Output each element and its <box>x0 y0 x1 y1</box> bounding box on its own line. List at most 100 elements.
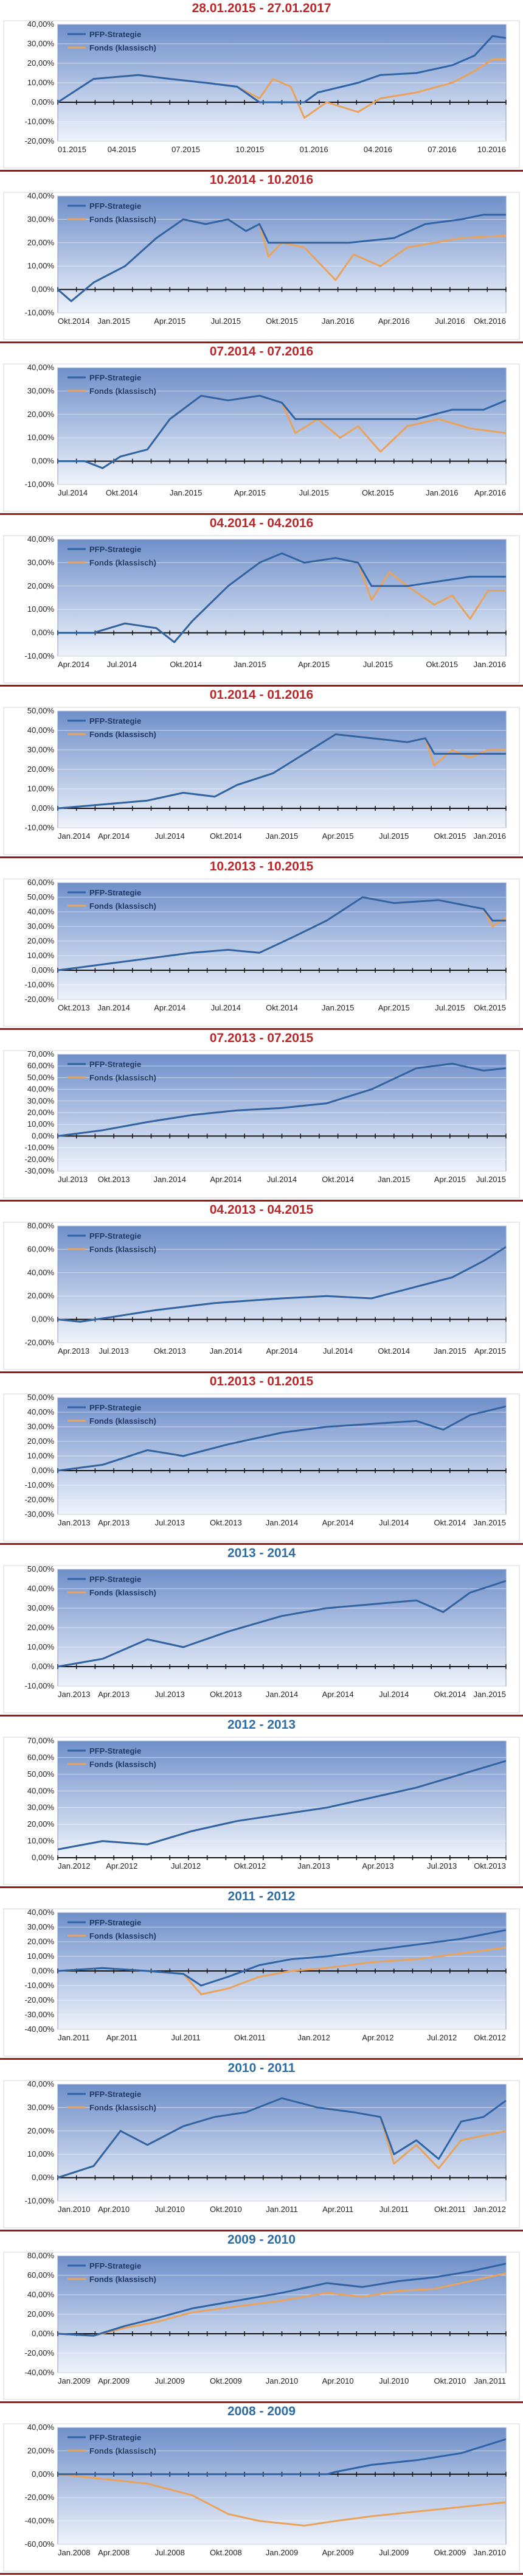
x-tick-label: Jan.2011 <box>58 2033 90 2042</box>
legend-label: PFP-Strategie <box>89 30 141 39</box>
x-tick-label: Jan.2016 <box>474 660 507 669</box>
y-tick-label: 0,00% <box>32 2173 54 2182</box>
y-tick-label: 0,00% <box>32 285 54 294</box>
x-tick-label: Okt.2012 <box>474 2033 506 2042</box>
x-tick-label: Apr.2013 <box>58 1346 89 1356</box>
y-tick-label: 10,00% <box>27 1119 55 1129</box>
y-tick-label: 20,00% <box>27 1291 55 1300</box>
chart-panel: 40,00% 30,00% 20,00% 10,00% 0,00% -10,00% -20,… <box>0 1888 523 2060</box>
x-tick-label: Jul.2013 <box>58 1175 88 1184</box>
y-tick-label: 10,00% <box>27 2149 55 2158</box>
x-tick-label: 07.2015 <box>171 145 200 154</box>
x-tick-label: Jan.2013 <box>58 1690 91 1699</box>
chart-panel: 40,00% 30,00% 20,00% 10,00% 0,00% -10,00% Jul.… <box>0 343 523 515</box>
y-tick-label: 30,00% <box>27 1603 55 1612</box>
x-tick-label: Jan.2014 <box>154 1175 187 1184</box>
y-tick-label: 30,00% <box>27 558 55 567</box>
chart-panel: 70,00% 60,00% 50,00% 40,00% 30,00% 20,00% 10,0… <box>0 1030 523 1202</box>
y-tick-label: 40,00% <box>27 2079 55 2088</box>
chart-panel: 50,00% 40,00% 30,00% 20,00% 10,00% 0,00% -10,0… <box>0 1373 523 1545</box>
y-tick-label: 40,00% <box>27 1908 55 1917</box>
x-tick-label: Apr.2015 <box>298 660 330 669</box>
y-tick-label: 0,00% <box>32 1131 54 1140</box>
x-tick-label: Jul.2016 <box>435 317 465 326</box>
x-tick-label: Jul.2014 <box>58 488 88 497</box>
x-tick-label: Apr.2016 <box>474 488 506 497</box>
y-tick-label: 30,00% <box>27 1803 55 1812</box>
x-tick-label: 07.2016 <box>428 145 456 154</box>
plot-area <box>57 2427 507 2545</box>
y-tick-label: 40,00% <box>27 1085 55 1094</box>
legend-label: Fonds (klassisch) <box>89 1760 156 1769</box>
x-tick-label: Okt.2015 <box>426 660 458 669</box>
legend-label: Fonds (klassisch) <box>89 215 156 224</box>
x-tick-label: Jul.2011 <box>379 2205 409 2214</box>
section-divider <box>0 170 523 172</box>
x-tick-label: 01.2015 <box>58 145 86 154</box>
y-tick-label: -10,00% <box>25 1681 55 1690</box>
chart-title: 2010 - 2011 <box>227 2061 296 2075</box>
x-tick-label: Jan.2015 <box>97 317 130 326</box>
x-tick-label: Jan.2015 <box>474 1518 507 1527</box>
x-tick-label: Jan.2009 <box>266 2548 299 2557</box>
x-tick-label: Apr.2015 <box>322 831 354 841</box>
x-tick-label: Okt.2016 <box>474 317 506 326</box>
chart-title: 04.2014 - 04.2016 <box>209 516 314 530</box>
y-tick-label: -10,00% <box>25 308 55 317</box>
y-tick-label: -30,00% <box>25 2010 55 2019</box>
y-tick-label: 50,00% <box>27 892 55 901</box>
y-tick-label: 30,00% <box>27 386 55 395</box>
x-tick-label: Apr.2014 <box>58 660 89 669</box>
legend-label: Fonds (klassisch) <box>89 1588 156 1597</box>
x-tick-label: Okt.2014 <box>378 1346 410 1356</box>
y-tick-label: -10,00% <box>25 651 55 660</box>
line-chart: 70,00% 60,00% 50,00% 40,00% 30,00% 20,00% 10,0… <box>3 1049 520 1199</box>
x-tick-label: Okt.2015 <box>474 1003 506 1012</box>
x-tick-label: Apr.2010 <box>322 2376 354 2385</box>
line-chart: 40,00%30,00%20,00%10,00%0,00%-10,00%Jan.… <box>3 2079 520 2228</box>
x-tick-label: Jan.2008 <box>58 2548 91 2557</box>
x-tick-label: Okt.2014 <box>58 317 90 326</box>
series-line-pfp <box>57 1760 507 1850</box>
y-tick-label: 10,00% <box>27 951 55 960</box>
x-tick-label: Okt.2014 <box>266 1003 298 1012</box>
x-tick-label: Jan.2013 <box>58 1518 91 1527</box>
y-tick-label: 0,00% <box>32 803 54 813</box>
x-tick-label: Jan.2016 <box>322 317 355 326</box>
section-divider <box>0 2230 523 2231</box>
legend-label: Fonds (klassisch) <box>89 2446 156 2455</box>
y-tick-label: 10,00% <box>27 1836 55 1846</box>
y-tick-label: 20,00% <box>27 1819 55 1829</box>
y-tick-label: 40,00% <box>27 19 55 29</box>
chart-title: 07.2014 - 07.2016 <box>209 345 314 359</box>
y-tick-label: 0,00% <box>32 2469 54 2479</box>
line-chart: 80,00% 60,00% 40,00% 20,00% 0,00% -20,00% -40,… <box>3 2251 520 2400</box>
section-divider <box>0 685 523 687</box>
y-tick-label: -40,00% <box>25 2025 55 2034</box>
series-line-pfp <box>57 1062 507 1137</box>
section-divider <box>0 2573 523 2575</box>
y-tick-label: 0,00% <box>32 2329 54 2338</box>
plot-area <box>57 1225 507 1343</box>
line-chart: 80,00%60,00%40,00%20,00%0,00%-20,00%Apr.… <box>3 1221 520 1370</box>
legend-label: PFP-Strategie <box>89 1231 141 1241</box>
legend-label: PFP-Strategie <box>89 716 141 726</box>
legend-label: Fonds (klassisch) <box>89 901 156 911</box>
x-tick-label: Jan.2014 <box>58 831 91 841</box>
y-tick-label: 40,00% <box>27 1268 55 1277</box>
legend-label: PFP-Strategie <box>89 545 141 554</box>
x-tick-label: Jul.2014 <box>107 660 137 669</box>
chart-panel: 70,00% 60,00% 50,00% 40,00% 30,00% 20,00% 10,0… <box>0 1717 523 1888</box>
y-tick-label: 20,00% <box>27 2309 55 2319</box>
y-tick-label: 20,00% <box>27 1108 55 1117</box>
section-divider <box>0 2401 523 2403</box>
x-tick-label: Jul.2010 <box>379 2376 409 2385</box>
x-tick-label: Apr.2012 <box>362 2033 393 2042</box>
y-tick-label: 20,00% <box>27 765 55 774</box>
chart-panel: 80,00% 60,00% 40,00% 20,00% 0,00% -20,00% Apr.… <box>0 1202 523 1373</box>
series-line-pfp <box>57 35 507 103</box>
plot-area <box>57 2084 507 2202</box>
series-line-pfp <box>57 1580 507 1668</box>
line-chart: 50,00% 40,00% 30,00% 20,00% 10,00% 0,00% -10,0… <box>3 706 520 855</box>
legend-label: PFP-Strategie <box>89 1060 141 1069</box>
